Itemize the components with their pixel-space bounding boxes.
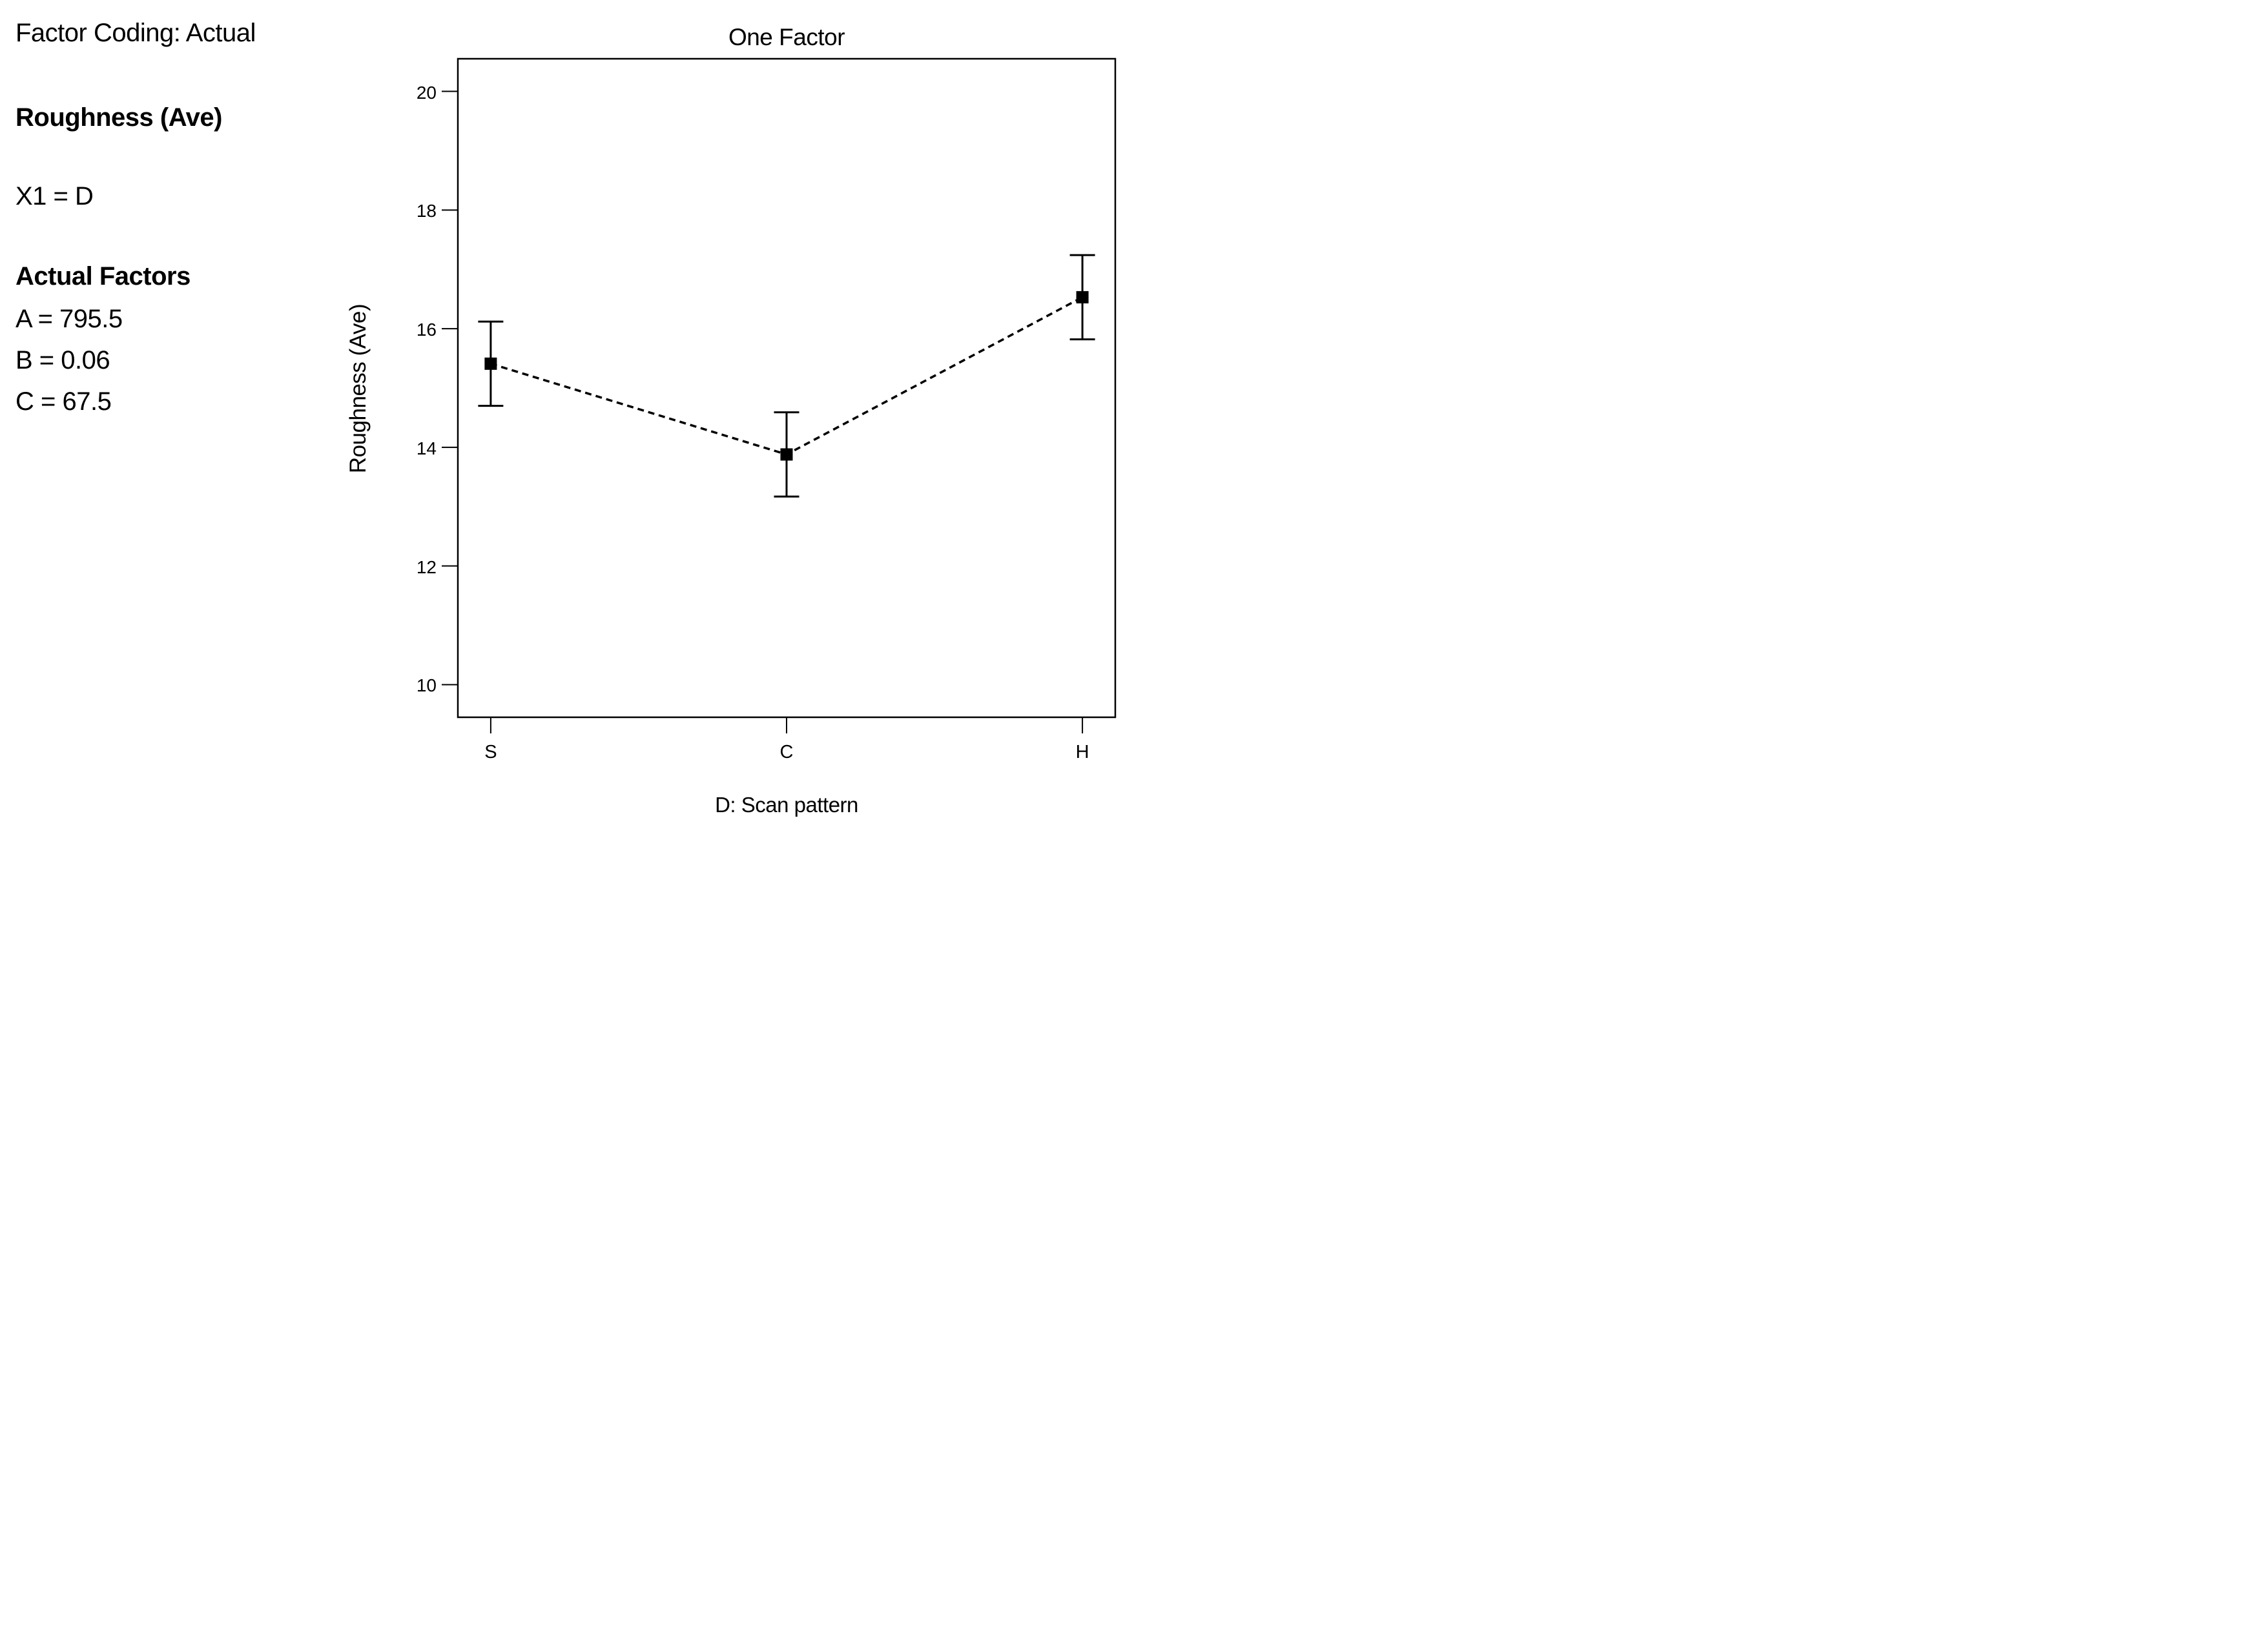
response-title: Roughness (Ave) — [15, 103, 222, 132]
chart-title: One Factor — [728, 24, 845, 50]
y-tick-label: 18 — [416, 201, 437, 221]
x-tick-label: C — [779, 742, 794, 762]
actual-factors-heading: Actual Factors — [15, 262, 191, 291]
data-point-marker — [1076, 291, 1089, 303]
y-tick-label: 14 — [416, 438, 437, 458]
plot-area — [442, 57, 1117, 733]
factor-a-value: A = 795.5 — [15, 305, 123, 333]
data-point-marker — [780, 448, 793, 461]
factor-c-value: C = 67.5 — [15, 387, 112, 416]
plot-page: Factor Coding: Actual Roughness (Ave) X1… — [0, 0, 1134, 822]
y-tick-label: 10 — [416, 675, 437, 696]
data-point-marker — [484, 357, 497, 370]
y-tick-label: 20 — [416, 82, 437, 103]
factor-b-value: B = 0.06 — [15, 346, 110, 374]
x-axis-label: D: Scan pattern — [715, 793, 858, 817]
x1-assignment-label: X1 = D — [15, 182, 94, 210]
factor-coding-label: Factor Coding: Actual — [15, 19, 256, 47]
y-tick-label: 16 — [416, 320, 437, 340]
plot-border — [457, 57, 1117, 719]
x-tick-label: H — [1075, 742, 1089, 762]
y-tick-label: 12 — [416, 557, 437, 577]
x-tick-label: S — [484, 742, 497, 762]
